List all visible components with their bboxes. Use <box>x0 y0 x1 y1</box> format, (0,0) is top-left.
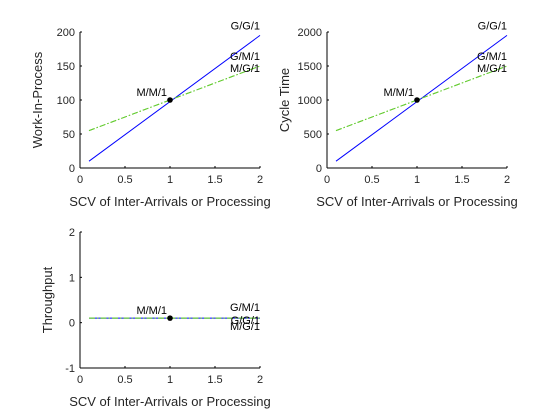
y-tick-label: 150 <box>57 61 75 73</box>
annotation-label: G/M/1 <box>230 302 260 314</box>
wip-chart: 0 0.5 1 1.5 2 0 50 100 150 200 SCV of Inter-Arriva… <box>30 20 271 209</box>
annotation-label: G/G/1 <box>231 20 260 32</box>
y-tick-label: 0 <box>69 318 75 330</box>
x-tick-label: 2 <box>504 174 510 186</box>
x-tick-label: 1.5 <box>207 374 222 386</box>
annotation-label: G/G/1 <box>478 20 507 32</box>
cycle-time-chart: 0 0.5 1 1.5 2 0 500 1000 1500 2000 SCV of Inter-Ar… <box>277 20 518 209</box>
data-point <box>167 97 173 103</box>
x-tick-label: 1.5 <box>454 174 469 186</box>
x-axis-label: SCV of Inter-Arrivals or Processing <box>69 394 271 409</box>
y-tick-label: 1 <box>69 272 75 284</box>
y-tick-label: 200 <box>57 27 75 39</box>
x-tick-label: 1 <box>414 174 420 186</box>
y-axis-label: Throughput <box>40 266 55 333</box>
annotation-label: M/G/1 <box>477 63 507 75</box>
data-point <box>414 97 420 103</box>
y-tick-label: 0 <box>69 163 75 175</box>
y-axis-label: Work-In-Process <box>30 51 45 148</box>
y-tick-label: -1 <box>65 363 75 375</box>
y-tick-label: 0 <box>316 163 322 175</box>
x-axis-label: SCV of Inter-Arrivals or Processing <box>69 194 271 209</box>
x-tick-label: 0.5 <box>117 374 132 386</box>
annotation-label: M/M/1 <box>136 87 167 99</box>
annotation-label: M/M/1 <box>136 305 167 317</box>
annotation-label: M/M/1 <box>383 87 414 99</box>
annotation-label: G/M/1 <box>230 51 260 63</box>
y-axis-label: Cycle Time <box>277 68 292 132</box>
y-tick-label: 1000 <box>298 95 322 107</box>
y-tick-label: 500 <box>304 129 322 141</box>
y-tick-label: 50 <box>63 129 75 141</box>
data-point <box>167 315 173 321</box>
x-tick-label: 0 <box>77 174 83 186</box>
y-tick-label: 1500 <box>298 61 322 73</box>
y-tick-label: 2 <box>69 227 75 239</box>
y-tick-label: 2000 <box>298 27 322 39</box>
x-tick-label: 2 <box>257 174 263 186</box>
y-tick-label: 100 <box>57 95 75 107</box>
annotation-label: G/M/1 <box>477 51 507 63</box>
x-axis-label: SCV of Inter-Arrivals or Processing <box>316 194 518 209</box>
x-tick-label: 1 <box>167 374 173 386</box>
x-tick-label: 0 <box>77 374 83 386</box>
x-tick-label: 0 <box>324 174 330 186</box>
x-tick-label: 0.5 <box>364 174 379 186</box>
annotation-label: M/G/1 <box>230 321 260 333</box>
x-tick-label: 2 <box>257 374 263 386</box>
x-tick-label: 0.5 <box>117 174 132 186</box>
annotation-label: M/G/1 <box>230 63 260 75</box>
x-tick-label: 1 <box>167 174 173 186</box>
x-tick-label: 1.5 <box>207 174 222 186</box>
